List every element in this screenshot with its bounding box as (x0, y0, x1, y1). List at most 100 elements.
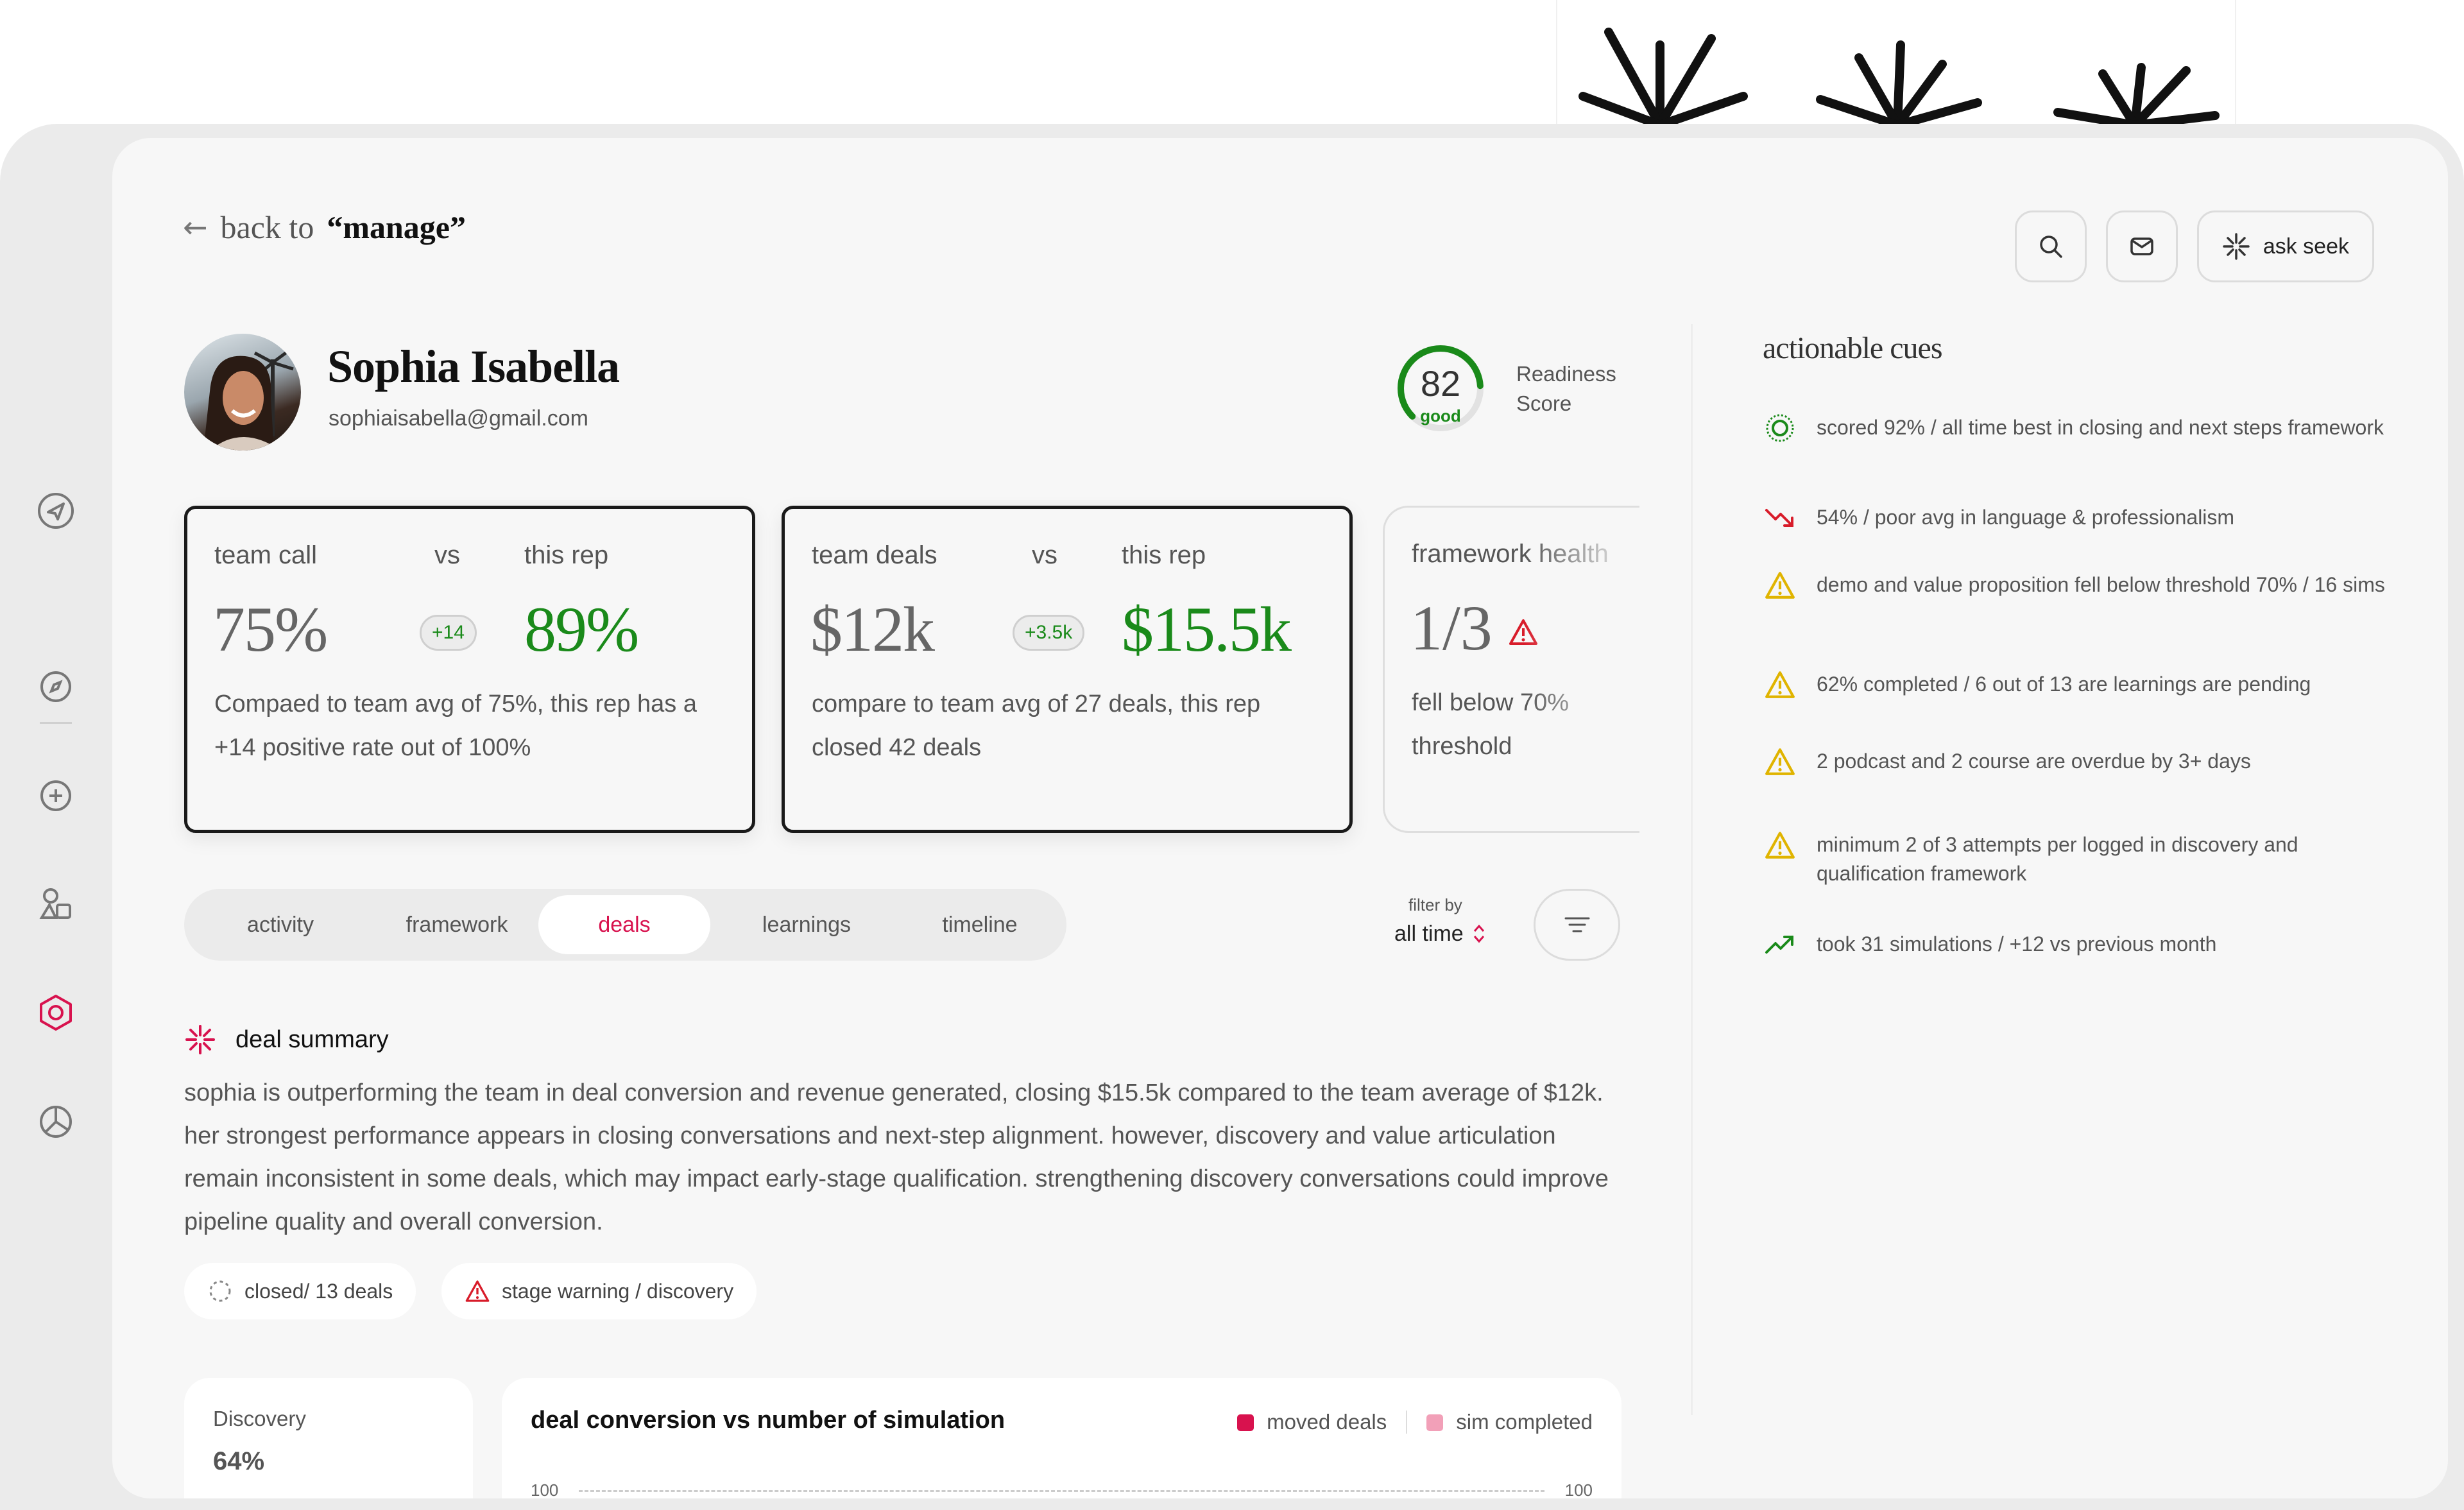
legend-moved-deals[interactable]: moved deals (1237, 1410, 1387, 1434)
chart-legend: moved deals sim completed (1237, 1410, 1593, 1434)
warning-icon (1763, 828, 1797, 862)
cue-item[interactable]: 62% completed / 6 out of 13 are learning… (1763, 667, 2391, 702)
top-actions: ask seek (2014, 210, 2374, 282)
avatar (184, 334, 301, 450)
profile-email: sophiaisabella@gmail.com (329, 406, 588, 431)
ask-seek-label: ask seek (2263, 234, 2349, 259)
column-divider (1691, 324, 1693, 1415)
chart-gridline (579, 1490, 1544, 1492)
framework-health-card: framework health 1/3 fell below 70% thre… (1383, 506, 1639, 833)
trend-up-icon (1763, 927, 1797, 962)
card-left-label: team call (214, 541, 318, 569)
sparkle-icon (185, 1025, 215, 1054)
nav-add-icon[interactable] (33, 773, 78, 818)
cue-text: scored 92% / all time best in closing an… (1817, 416, 2384, 439)
score-label: Readiness Score (1516, 362, 1616, 415)
tab-learnings[interactable]: learnings (762, 912, 851, 937)
card-fade (1524, 508, 1639, 831)
search-button[interactable] (2014, 210, 2087, 282)
search-icon (2040, 236, 2062, 258)
cue-item[interactable]: took 31 simulations / +12 vs previous mo… (1763, 927, 2391, 962)
actionable-cues-title: actionable cues (1763, 331, 1943, 365)
nav-send-icon[interactable] (33, 488, 78, 533)
back-link[interactable]: ← back to “manage” (183, 209, 466, 246)
y-tick-right: 100 (1564, 1480, 1593, 1498)
chart-title: deal conversion vs number of simulation (531, 1407, 1005, 1434)
chip-label: stage warning / discovery (502, 1279, 734, 1303)
closed-deals-chip[interactable]: closed/ 13 deals (184, 1263, 416, 1319)
section-tabs: activity framework deals learnings timel… (184, 889, 1066, 961)
cue-item[interactable]: minimum 2 of 3 attempts per logged in di… (1763, 828, 2391, 888)
back-prefix: back to (220, 209, 314, 245)
team-value: $12k (810, 594, 935, 665)
mail-button[interactable] (2105, 210, 2178, 282)
star-brush-icon (1579, 28, 1748, 128)
legend-label: moved deals (1267, 1410, 1387, 1434)
warning-icon (1763, 568, 1797, 603)
nav-shapes-icon[interactable] (33, 881, 78, 926)
mail-icon (2130, 237, 2153, 255)
discovery-card: Discovery 64% (184, 1378, 473, 1498)
nav-compass-icon[interactable] (33, 664, 78, 709)
card-right-label: this rep (1122, 541, 1206, 569)
filter-select[interactable]: all time (1394, 921, 1487, 947)
cue-item[interactable]: 2 podcast and 2 course are overdue by 3+… (1763, 744, 2391, 779)
sparkle-icon (2223, 233, 2250, 260)
cue-text: demo and value proposition fell below th… (1817, 573, 2385, 596)
avatar-photo (203, 348, 294, 450)
cue-item[interactable]: demo and value proposition fell below th… (1763, 568, 2391, 603)
filter-label: filter by (1408, 895, 1462, 914)
deal-summary-header: deal summary (184, 1024, 389, 1056)
team-deals-card: team deals vs this rep $12k +3.5k $15.5k… (782, 506, 1353, 833)
nav-target-icon-active[interactable] (33, 990, 78, 1035)
rep-value: $15.5k (1122, 594, 1292, 665)
tab-timeline[interactable]: timeline (942, 912, 1018, 937)
filter-button[interactable] (1534, 889, 1620, 961)
chip-label: closed/ 13 deals (244, 1279, 393, 1303)
deal-summary-text: sophia is outperforming the team in deal… (184, 1079, 1609, 1235)
cue-text: took 31 simulations / +12 vs previous mo… (1817, 932, 2217, 956)
tab-activity[interactable]: activity (247, 912, 314, 937)
card-description: compare to team avg of 27 deals, this re… (812, 691, 1261, 761)
left-rail (0, 124, 112, 1510)
tab-framework[interactable]: framework (406, 912, 508, 937)
cue-text: 2 podcast and 2 course are overdue by 3+… (1817, 750, 2251, 773)
deal-summary-title: deal summary (235, 1025, 389, 1053)
cue-text: 54% / poor avg in language & professiona… (1817, 506, 2235, 529)
card-left-label: team deals (812, 541, 937, 569)
tab-deals[interactable]: deals (538, 895, 710, 954)
cue-text: minimum 2 of 3 attempts per logged in di… (1817, 833, 2298, 885)
cue-item[interactable]: scored 92% / all time best in closing an… (1763, 411, 2391, 445)
legend-sim-completed[interactable]: sim completed (1426, 1410, 1593, 1434)
score-status: good (1420, 406, 1461, 425)
profile-name: Sophia Isabella (327, 341, 620, 392)
nav-pie-chart-icon[interactable] (33, 1099, 78, 1144)
star-brush-icon (1816, 40, 1982, 128)
decorative-header-art (1556, 0, 2236, 128)
filter-value: all time (1394, 921, 1464, 946)
stage-warning-chip[interactable]: stage warning / discovery (441, 1263, 757, 1319)
cue-item[interactable]: 54% / poor avg in language & professiona… (1763, 501, 2391, 535)
readiness-score-gauge: 82 good (1396, 343, 1492, 440)
legend-divider (1406, 1411, 1408, 1434)
trend-down-icon (1763, 501, 1797, 535)
ask-seek-button[interactable]: ask seek (2196, 210, 2374, 282)
card-vs-label: vs (434, 541, 460, 569)
card-description: fell below 70% threshold (1412, 689, 1570, 760)
card-right-label: this rep (524, 541, 609, 569)
legend-swatch (1426, 1414, 1444, 1431)
arrow-left-icon: ← (183, 210, 208, 245)
discovery-label: Discovery (213, 1407, 306, 1430)
filter-icon (1564, 917, 1589, 932)
legend-label: sim completed (1456, 1410, 1593, 1434)
discovery-value: 64% (213, 1447, 265, 1475)
rail-divider (40, 722, 72, 724)
card-vs-label: vs (1032, 541, 1057, 569)
legend-swatch (1237, 1414, 1254, 1431)
framework-value: 1/3 (1410, 592, 1493, 664)
star-brush-icon (2053, 63, 2220, 128)
team-call-card: team call vs this rep 75% +14 89% Compae… (184, 506, 755, 833)
card-description: Compaed to team avg of 75%, this rep has… (214, 691, 697, 761)
target-ring-icon (1763, 411, 1797, 445)
